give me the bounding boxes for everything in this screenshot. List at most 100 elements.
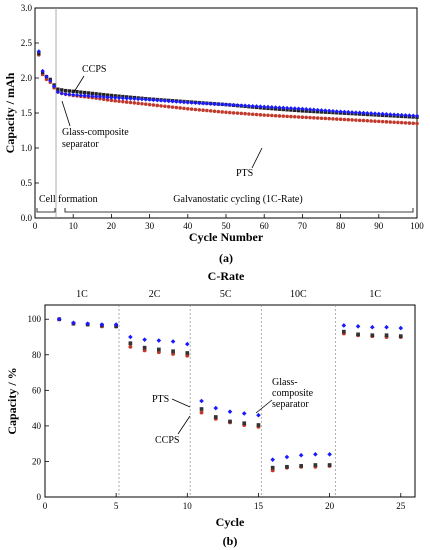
panel-a-point-pts [380,119,385,124]
panel-a-point-glass [36,49,41,54]
panel-a-point-pts [143,102,148,106]
panel-b-point-glass [185,341,190,347]
panel-b-y-ticks: 0 20 40 60 80 100 [28,314,49,502]
panel-a-point-glass [74,92,80,98]
panel-a-point-pts [231,111,236,115]
panel-b-point-ccps [256,423,261,427]
panel-a-point-pts [384,120,389,124]
panel-a-x-tick-label: 0 [33,221,38,231]
panel-a-point-pts [228,110,232,115]
panel-a-point-glass [55,89,61,95]
panel-b-rate-labels: 1C 2C 5C 10C 1C [76,289,381,300]
panel-b-glass-arrow [255,399,273,414]
panel-a-point-ccps [105,93,110,97]
panel-a-x-ticks: 0 10 20 30 40 50 60 70 80 90 100 [33,214,424,231]
panel-a-x-tick-label: 20 [107,221,117,231]
panel-a-point-glass [189,100,194,105]
panel-a-point-glass [285,105,290,111]
panel-a-point-glass [388,112,393,117]
panel-b-point-glass [256,412,261,418]
panel-a-point-pts [346,117,351,122]
panel-a-point-pts [399,120,404,125]
panel-a-point-pts [166,104,171,109]
panel-a-point-pts [331,117,335,121]
panel-a-point-glass [369,111,374,116]
panel-a-point-pts [201,108,205,112]
panel-a-point-ccps [60,88,64,92]
panel-a-point-glass [116,95,122,101]
panel-a-point-glass [250,103,255,109]
panel-a-point-ccps [90,91,94,96]
panel-b-rate-dividers [118,305,336,497]
panel-b-x-tick-label: 20 [325,501,335,511]
panel-a-point-glass [403,113,408,118]
panel-a-point-glass [139,97,145,102]
panel-a-point-pts [308,115,312,120]
panel-b-point-ccps [299,464,303,468]
panel-a-y-tick-label: 2.0 [21,73,33,83]
panel-a-point-pts [296,115,301,119]
panel-a-point-glass [342,109,347,114]
panel-b-point-glass [370,324,375,330]
panel-a-x-tick-label: 50 [222,221,232,231]
panel-b-rate-label: 1C [369,289,381,300]
panel-b-point-ccps [199,407,204,411]
panel-a-point-pts [247,112,251,116]
panel-a-point-glass [262,104,267,109]
panel-a-point-glass [155,98,160,103]
panel-b-rate-label: 10C [290,289,307,300]
panel-b-point-glass [355,324,361,329]
panel-a-point-glass [208,101,213,106]
panel-a-point-glass [319,108,324,113]
panel-a-point-pts [369,119,373,123]
panel-a-point-glass [227,102,232,107]
panel-b-point-ccps [313,463,318,467]
panel-a-point-pts [354,118,358,122]
panel-a-point-pts [262,113,266,117]
panel-b-y-tick-label: 60 [32,385,42,395]
panel-a-x-tick-label: 40 [183,221,193,231]
panel-a-point-pts [250,112,255,117]
panel-a-point-glass [216,102,221,107]
panel-a-point-pts [388,120,393,124]
panel-b-x-tick-label: 25 [396,501,406,511]
panel-a-point-glass [170,99,175,104]
panel-a-point-pts [300,115,305,119]
panel-a-point-pts [312,116,316,120]
panel-a-point-pts [208,109,213,113]
panel-a-point-pts [178,106,182,110]
panel-a-point-pts [117,99,121,104]
panel-a-x-tick-label: 70 [298,221,308,231]
panel-a-point-glass [220,102,225,107]
panel-a-point-pts [189,107,194,111]
panel-b-rate-label: 1C [76,289,88,300]
panel-b-point-ccps [171,349,175,354]
panel-b-plot-frame [44,304,416,498]
panel-a-point-glass [258,104,263,109]
panel-b-point-pts [199,410,204,415]
panel-b-pts-arrow [171,398,191,408]
panel-b-x-axis-label: Cycle [216,515,245,529]
panel-a-point-pts [315,116,320,120]
panel-b-point-glass [398,325,404,331]
panel-a-point-pts [121,99,125,104]
panel-b-point-glass [213,405,219,411]
panel-b-glass-annotation-line3: separator [272,399,309,410]
panel-a-point-pts [239,111,244,116]
panel-a-point-pts [235,111,240,115]
panel-a-point-glass [239,103,244,108]
panel-b-rate-label: 2C [149,289,161,300]
panel-b-point-glass [284,454,290,460]
panel-b-point-glass [241,411,247,416]
panel-b-point-glass [142,337,147,342]
panel-a-point-glass [231,102,236,108]
panel-a-point-glass [158,98,164,103]
panel-a-point-pts [304,115,309,120]
panel-a-point-glass [120,96,125,101]
panel-a-point-glass [59,91,64,96]
panel-b-chart: C-Rate 1C 2C 5C 10C 1C 0 20 40 60 80 100 0 5 10 15 20… [5,269,416,548]
panel-b-point-glass [113,322,119,327]
panel-a-point-glass [243,103,248,108]
panel-a-point-glass [361,110,366,115]
